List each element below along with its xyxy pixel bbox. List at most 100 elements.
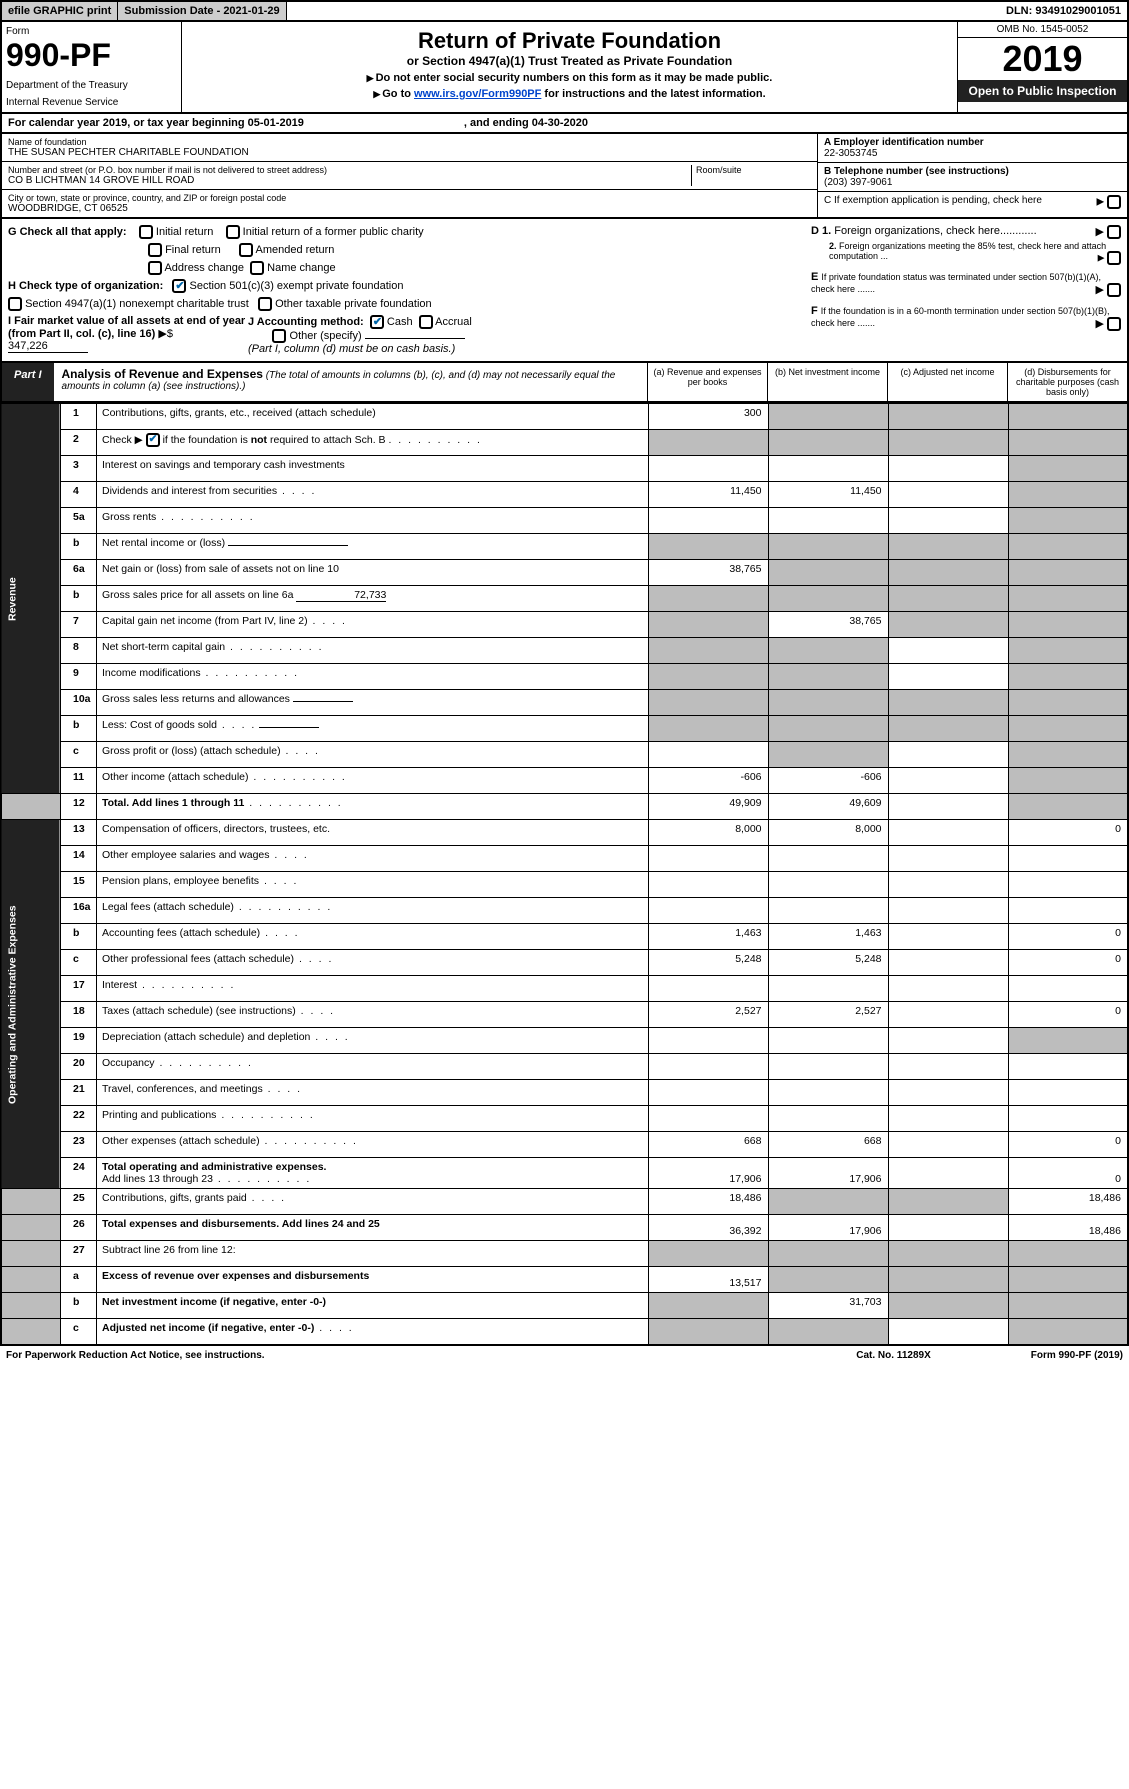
h3-check[interactable] xyxy=(258,297,272,311)
r3n: 3 xyxy=(61,456,97,482)
g2-check[interactable] xyxy=(226,225,240,239)
r6bn: b xyxy=(61,586,97,612)
r25a: 18,486 xyxy=(648,1189,768,1215)
r6bd: Gross sales price for all assets on line… xyxy=(102,589,293,601)
irs-link[interactable]: www.irs.gov/Form990PF xyxy=(414,88,541,100)
r27cn: c xyxy=(61,1319,97,1345)
r22n: 22 xyxy=(61,1106,97,1132)
r18a: 2,527 xyxy=(648,1002,768,1028)
phone: (203) 397-9061 xyxy=(824,177,1121,188)
e-check[interactable] xyxy=(1107,283,1121,297)
r6ad: Net gain or (loss) from sale of assets n… xyxy=(97,560,649,586)
e-label: If private foundation status was termina… xyxy=(811,272,1101,294)
g2-label: Initial return of a former public charit… xyxy=(243,226,424,238)
g3-check[interactable] xyxy=(148,243,162,257)
r25d: Contributions, gifts, grants paid xyxy=(102,1192,247,1204)
r13d2: 0 xyxy=(1008,820,1128,846)
part1-header: Part I Analysis of Revenue and Expenses … xyxy=(0,363,1129,403)
r11n: 11 xyxy=(61,768,97,794)
r26d2: 18,486 xyxy=(1008,1215,1128,1241)
c-checkbox[interactable] xyxy=(1107,195,1121,209)
r6aa: 38,765 xyxy=(648,560,768,586)
r5bd: Net rental income or (loss) xyxy=(102,537,225,549)
calendar-row: For calendar year 2019, or tax year begi… xyxy=(0,114,1129,134)
entity-box: Name of foundation THE SUSAN PECHTER CHA… xyxy=(0,134,1129,219)
r16ad: Legal fees (attach schedule) xyxy=(102,901,234,913)
cal-b: , and ending 04-30-2020 xyxy=(464,117,588,129)
r10an: 10a xyxy=(61,690,97,716)
g4-check[interactable] xyxy=(239,243,253,257)
g5-label: Address change xyxy=(164,262,244,274)
d1-label: Foreign organizations, check here.......… xyxy=(834,225,1036,237)
r17n: 17 xyxy=(61,976,97,1002)
r25n: 25 xyxy=(61,1189,97,1215)
r27d: Subtract line 26 from line 12: xyxy=(97,1241,649,1267)
part1-title: Analysis of Revenue and Expenses xyxy=(62,367,263,381)
irs-text: Internal Revenue Service xyxy=(6,97,177,108)
j3-check[interactable] xyxy=(272,329,286,343)
submission-date: Submission Date - 2021-01-29 xyxy=(118,2,286,20)
j2-check[interactable] xyxy=(419,315,433,329)
c-label: C If exemption application is pending, c… xyxy=(824,195,1042,206)
r27an: a xyxy=(61,1267,97,1293)
r27aa: 13,517 xyxy=(648,1267,768,1293)
r11b: -606 xyxy=(768,768,888,794)
r1n: 1 xyxy=(61,404,97,430)
r15d: Pension plans, employee benefits xyxy=(102,875,259,887)
efile-button[interactable]: efile GRAPHIC print xyxy=(2,2,118,20)
r2d: Check ▶ if the foundation is not require… xyxy=(97,430,649,456)
schb-check[interactable] xyxy=(146,433,160,447)
j1-label: Cash xyxy=(387,316,413,328)
r27bb: 31,703 xyxy=(768,1293,888,1319)
r14n: 14 xyxy=(61,846,97,872)
foundation-name: THE SUSAN PECHTER CHARITABLE FOUNDATION xyxy=(8,147,811,158)
j-note: (Part I, column (d) must be on cash basi… xyxy=(248,343,455,355)
r25d2: 18,486 xyxy=(1008,1189,1128,1215)
h2-check[interactable] xyxy=(8,297,22,311)
h1-check[interactable] xyxy=(172,279,186,293)
cal-a: For calendar year 2019, or tax year begi… xyxy=(8,117,304,129)
j1-check[interactable] xyxy=(370,315,384,329)
room-label: Room/suite xyxy=(696,165,811,175)
r13a: 8,000 xyxy=(648,820,768,846)
g6-check[interactable] xyxy=(250,261,264,275)
r4n: 4 xyxy=(61,482,97,508)
r16bd2: 0 xyxy=(1008,924,1128,950)
r17d: Interest xyxy=(102,979,137,991)
r4d: Dividends and interest from securities xyxy=(102,485,277,497)
footer-left: For Paperwork Reduction Act Notice, see … xyxy=(6,1350,265,1361)
r16cb: 5,248 xyxy=(768,950,888,976)
r1d: Contributions, gifts, grants, etc., rece… xyxy=(97,404,649,430)
ein: 22-3053745 xyxy=(824,148,1121,159)
r23d2: 0 xyxy=(1008,1132,1128,1158)
r26n: 26 xyxy=(61,1215,97,1241)
col-b-hdr: (b) Net investment income xyxy=(767,363,887,401)
d1-check[interactable] xyxy=(1107,225,1121,239)
r7b: 38,765 xyxy=(768,612,888,638)
d2-label: Foreign organizations meeting the 85% te… xyxy=(829,241,1106,261)
r16cd2: 0 xyxy=(1008,950,1128,976)
footer-cat: Cat. No. 11289X xyxy=(856,1350,930,1361)
g4-label: Amended return xyxy=(256,244,335,256)
r27ad: Excess of revenue over expenses and disb… xyxy=(102,1270,369,1282)
col-a-hdr: (a) Revenue and expenses per books xyxy=(647,363,767,401)
footer: For Paperwork Reduction Act Notice, see … xyxy=(0,1346,1129,1365)
r21n: 21 xyxy=(61,1080,97,1106)
tax-year: 2019 xyxy=(958,38,1127,80)
d2-check[interactable] xyxy=(1107,251,1121,265)
r13d: Compensation of officers, directors, tru… xyxy=(97,820,649,846)
r11d: Other income (attach schedule) xyxy=(102,771,249,783)
r5ad: Gross rents xyxy=(102,511,156,523)
ein-label: A Employer identification number xyxy=(824,137,984,148)
r8d: Net short-term capital gain xyxy=(102,641,225,653)
i-value: 347,226 xyxy=(8,340,88,353)
f-check[interactable] xyxy=(1107,317,1121,331)
g5-check[interactable] xyxy=(148,261,162,275)
r4b: 11,450 xyxy=(768,482,888,508)
r16ca: 5,248 xyxy=(648,950,768,976)
r18d: Taxes (attach schedule) (see instruction… xyxy=(102,1005,296,1017)
r24n: 24 xyxy=(61,1158,97,1189)
r13b: 8,000 xyxy=(768,820,888,846)
r12a: 49,909 xyxy=(648,794,768,820)
g1-check[interactable] xyxy=(139,225,153,239)
